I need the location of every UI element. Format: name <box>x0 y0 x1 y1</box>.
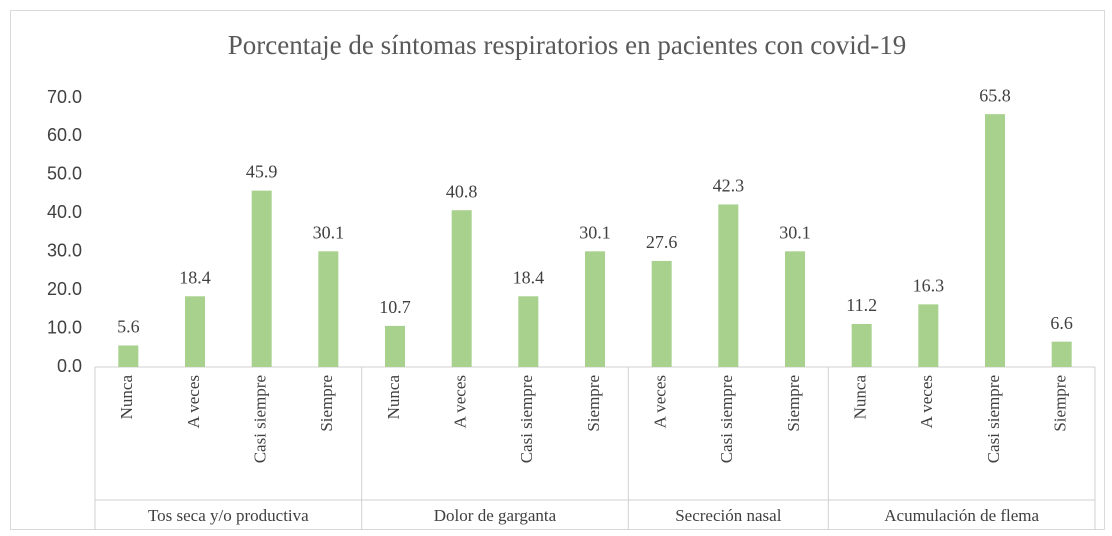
bar <box>785 251 805 367</box>
x-tick-label: Casi siempre <box>517 375 536 463</box>
x-tick-label: Casi siempre <box>717 375 736 463</box>
bar <box>918 304 939 367</box>
x-tick-label: Siempre <box>584 375 603 432</box>
x-tick-label: A veces <box>451 375 470 428</box>
data-label: 30.1 <box>313 222 345 242</box>
x-tick-label: Casi siempre <box>251 375 270 463</box>
y-tick-label: 60.0 <box>47 125 82 145</box>
x-tick-label: Casi siempre <box>984 375 1003 463</box>
data-label: 16.3 <box>913 275 945 295</box>
bar <box>518 296 539 367</box>
y-tick-label: 70.0 <box>47 87 82 107</box>
x-tick-label: Siempre <box>784 375 803 432</box>
x-tick-label: Nunca <box>851 375 870 420</box>
bar <box>718 204 739 367</box>
data-label: 18.4 <box>513 267 545 287</box>
data-label: 45.9 <box>246 162 278 182</box>
bar <box>1051 341 1072 367</box>
y-tick-label: 10.0 <box>47 317 82 337</box>
x-tick-label: Nunca <box>384 375 403 420</box>
bar <box>651 260 672 367</box>
chart-title: Porcentaje de síntomas respiratorios en … <box>228 30 907 60</box>
bar <box>585 251 605 367</box>
x-tick-label: Siempre <box>1051 375 1070 432</box>
bar <box>985 114 1005 367</box>
data-label: 6.6 <box>1050 313 1073 333</box>
data-label: 18.4 <box>179 267 211 287</box>
x-tick-label: A veces <box>917 375 936 428</box>
bar <box>185 296 205 367</box>
chart-frame <box>10 10 1105 530</box>
x-tick-label: A veces <box>184 375 203 428</box>
group-label: Dolor de garganta <box>434 506 557 525</box>
data-label: 42.3 <box>713 176 745 196</box>
bar <box>385 325 405 367</box>
group-label: Secreción nasal <box>675 506 781 525</box>
data-label: 30.1 <box>579 222 611 242</box>
data-label: 11.2 <box>846 295 877 315</box>
data-label: 30.1 <box>779 222 811 242</box>
bar <box>318 251 339 367</box>
x-tick-label: Nunca <box>117 375 136 420</box>
y-tick-label: 40.0 <box>47 202 82 222</box>
y-tick-label: 0.0 <box>57 356 82 376</box>
y-tick-label: 50.0 <box>47 164 82 184</box>
data-label: 65.8 <box>979 85 1011 105</box>
bar <box>251 190 272 367</box>
x-tick-label: Siempre <box>317 375 336 432</box>
bar <box>118 345 139 367</box>
y-tick-label: 30.0 <box>47 240 82 260</box>
group-label: Acumulación de flema <box>884 506 1039 525</box>
bar <box>851 323 872 367</box>
y-tick-label: 20.0 <box>47 279 82 299</box>
x-tick-label: A veces <box>651 375 670 428</box>
group-label: Tos seca y/o productiva <box>148 506 309 525</box>
data-label: 10.7 <box>379 297 411 317</box>
data-label: 40.8 <box>446 181 478 201</box>
data-label: 5.6 <box>117 317 140 337</box>
bar <box>451 210 472 367</box>
data-label: 27.6 <box>646 232 678 252</box>
